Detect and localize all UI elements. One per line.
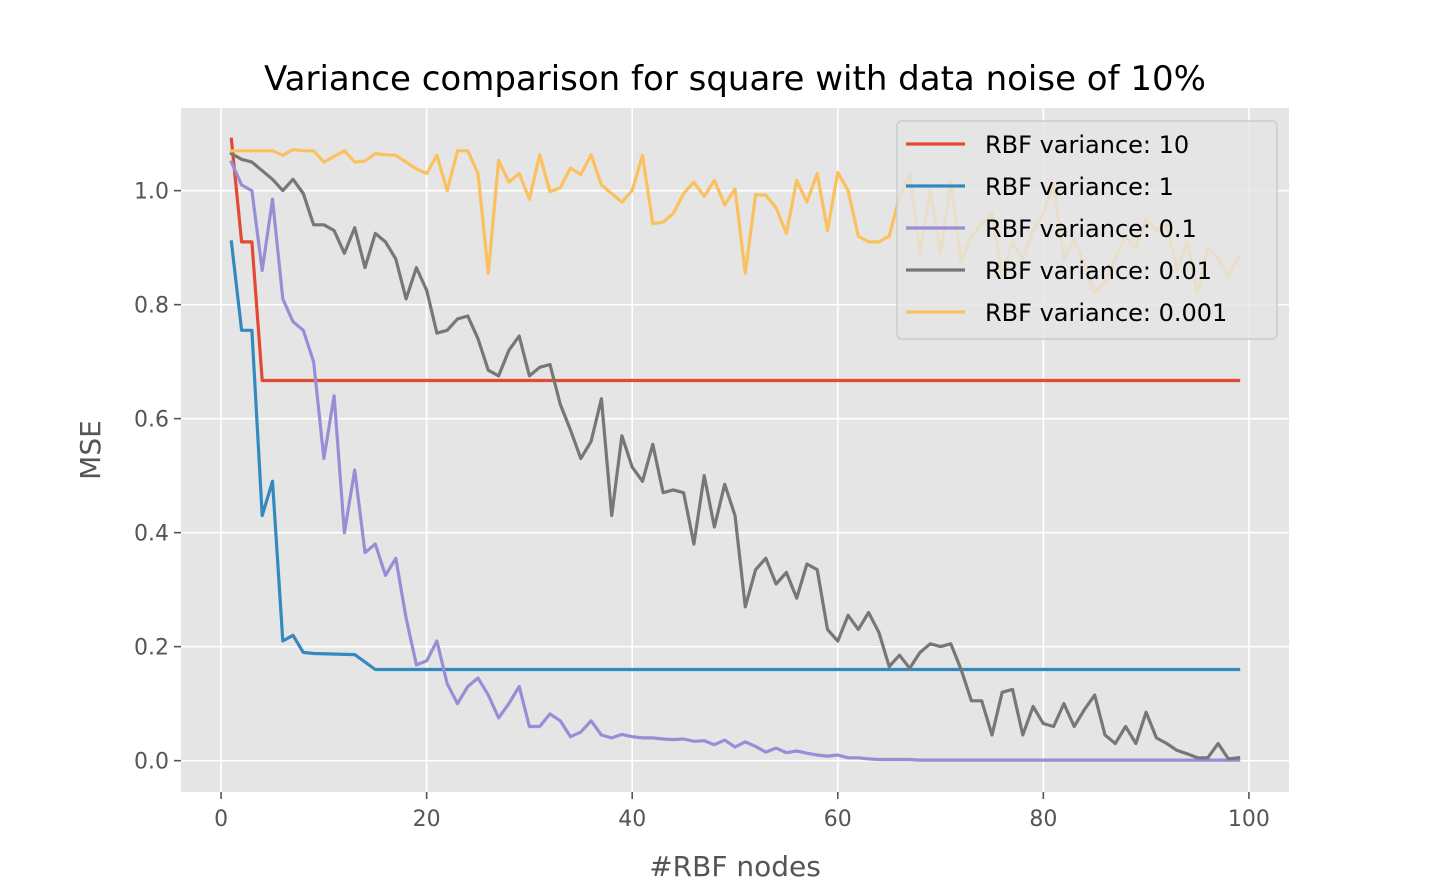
legend-label-0: RBF variance: 10	[985, 131, 1189, 159]
x-tick-label: 20	[413, 807, 441, 832]
x-tick-label: 0	[214, 807, 228, 832]
y-tick-label: 0.2	[134, 636, 169, 661]
chart-title: Variance comparison for square with data…	[264, 59, 1206, 99]
x-axis-label: #RBF nodes	[649, 850, 821, 883]
x-axis-ticks: 0 20 40 60 80 100	[214, 792, 1270, 832]
y-tick-label: 1.0	[134, 180, 169, 205]
legend-label-2: RBF variance: 0.1	[985, 215, 1197, 243]
legend: RBF variance: 10 RBF variance: 1 RBF varia…	[896, 120, 1278, 340]
legend-label-3: RBF variance: 0.01	[985, 257, 1212, 285]
x-tick-label: 100	[1228, 807, 1270, 832]
y-tick-label: 0.6	[134, 408, 169, 433]
y-axis-label: MSE	[74, 420, 107, 480]
series-lines	[229, 137, 1241, 762]
series-line-1	[229, 240, 1241, 672]
x-tick-label: 40	[618, 807, 646, 832]
legend-label-4: RBF variance: 0.001	[985, 299, 1227, 327]
x-tick-label: 60	[824, 807, 852, 832]
legend-label-1: RBF variance: 1	[985, 173, 1174, 201]
y-tick-label: 0.8	[134, 294, 169, 319]
y-axis-ticks: 0.0 0.2 0.4 0.6 0.8 1.0	[134, 180, 181, 775]
y-tick-label: 0.0	[134, 750, 169, 775]
legend-box	[896, 120, 1278, 340]
x-tick-label: 80	[1029, 807, 1057, 832]
series-line-0	[229, 137, 1241, 383]
y-tick-label: 0.4	[134, 522, 169, 547]
series-line-2	[229, 159, 1241, 762]
series-line-3	[229, 151, 1241, 761]
